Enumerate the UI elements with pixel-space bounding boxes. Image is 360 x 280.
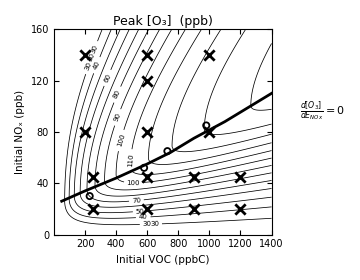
- Text: 40: 40: [92, 60, 101, 71]
- Text: 70: 70: [132, 197, 141, 204]
- Point: [191, 174, 197, 179]
- Point: [203, 123, 209, 128]
- Point: [144, 174, 150, 179]
- Text: 50: 50: [136, 208, 145, 214]
- Point: [90, 174, 96, 179]
- Point: [141, 165, 147, 170]
- Text: 40: 40: [139, 214, 148, 220]
- Point: [144, 207, 150, 211]
- Text: 30: 30: [84, 60, 93, 71]
- Text: 30: 30: [90, 44, 99, 55]
- Title: Peak [O₃]  (ppb): Peak [O₃] (ppb): [113, 15, 213, 28]
- Text: 90: 90: [113, 112, 122, 123]
- Text: 30: 30: [87, 52, 96, 63]
- Point: [207, 130, 212, 134]
- Point: [238, 174, 243, 179]
- Point: [87, 194, 93, 198]
- Text: 100: 100: [116, 133, 126, 148]
- Text: 60: 60: [103, 73, 112, 83]
- Text: $\frac{d[O_3]}{dE_{NOx}}= 0$: $\frac{d[O_3]}{dE_{NOx}}= 0$: [300, 100, 345, 124]
- Text: 100: 100: [126, 180, 140, 186]
- Point: [82, 130, 88, 134]
- Point: [90, 207, 96, 211]
- Point: [144, 78, 150, 83]
- Text: 110: 110: [127, 153, 134, 167]
- X-axis label: Initial VOC (ppbC): Initial VOC (ppbC): [116, 255, 210, 265]
- Point: [165, 149, 170, 153]
- Point: [144, 53, 150, 57]
- Point: [191, 207, 197, 211]
- Text: 80: 80: [113, 89, 122, 100]
- Y-axis label: Initial NOₓ (ppb): Initial NOₓ (ppb): [15, 90, 25, 174]
- Text: 30: 30: [143, 221, 152, 227]
- Point: [82, 53, 88, 57]
- Point: [144, 130, 150, 134]
- Point: [238, 207, 243, 211]
- Point: [207, 53, 212, 57]
- Text: 30: 30: [150, 221, 159, 227]
